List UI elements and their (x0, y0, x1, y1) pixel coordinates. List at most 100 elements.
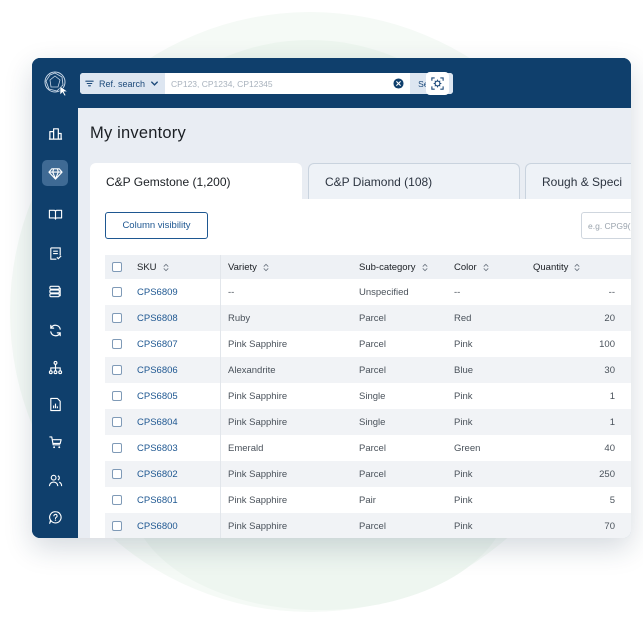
table-row[interactable]: CPS6805 Pink Sapphire Single Pink 1 (105, 383, 631, 409)
table-row[interactable]: CPS6808 Ruby Parcel Red 20 (105, 305, 631, 331)
sku-link[interactable]: CPS6801 (137, 494, 178, 506)
sku-link[interactable]: CPS6806 (137, 364, 178, 376)
chevron-down-icon (151, 81, 158, 86)
sku-link[interactable]: CPS6807 (137, 338, 178, 350)
sub-category-cell: Parcel (359, 468, 386, 480)
column-visibility-button[interactable]: Column visibility (105, 212, 208, 239)
stack-icon (48, 285, 61, 297)
sku-link[interactable]: CPS6808 (137, 312, 178, 324)
header-label: Sub-category (359, 261, 416, 273)
select-all-checkbox[interactable] (112, 262, 122, 272)
row-checkbox[interactable] (112, 443, 122, 453)
row-checkbox[interactable] (112, 391, 122, 401)
search-type-select[interactable]: Ref. search (80, 73, 166, 94)
table-row[interactable]: CPS6801 Pink Sapphire Pair Pink 5 (105, 487, 631, 513)
buildings-icon (48, 127, 62, 140)
header-label: Variety (228, 261, 257, 273)
clear-search-icon[interactable] (393, 78, 404, 89)
sku-link[interactable]: CPS6803 (137, 442, 178, 454)
nav-sync[interactable] (42, 317, 68, 343)
column-divider (220, 461, 221, 487)
report-icon (49, 397, 61, 411)
sub-category-cell: Pair (359, 494, 376, 506)
row-checkbox[interactable] (112, 287, 122, 297)
main-content: My inventory C&P Gemstone (1,200) C&P Di… (78, 108, 631, 538)
variety-cell: Pink Sapphire (228, 416, 288, 428)
header-variety[interactable]: Variety (228, 255, 270, 279)
quantity-cell: 30 (604, 364, 615, 376)
book-icon (48, 209, 62, 220)
variety-cell: Pink Sapphire (228, 494, 288, 506)
table-row[interactable]: CPS6809 -- Unspecified -- -- (105, 279, 631, 305)
row-select-cell (112, 331, 122, 357)
sub-category-cell: Parcel (359, 338, 386, 350)
row-checkbox[interactable] (112, 469, 122, 479)
tab-rough-specimen[interactable]: Rough & Speci (525, 163, 631, 200)
row-checkbox[interactable] (112, 521, 122, 531)
row-checkbox[interactable] (112, 417, 122, 427)
filter-input[interactable]: e.g. CPG9( (581, 212, 631, 239)
column-divider (220, 409, 221, 435)
sub-category-cell: Single (359, 390, 386, 402)
color-cell: Green (454, 442, 481, 454)
nav-inventory[interactable] (42, 160, 68, 186)
column-divider (220, 513, 221, 538)
nav-users[interactable] (42, 467, 68, 493)
sku-link[interactable]: CPS6804 (137, 416, 178, 428)
sku-link[interactable]: CPS6809 (137, 286, 178, 298)
app-logo-icon[interactable] (42, 69, 70, 97)
table-row[interactable]: CPS6800 Pink Sapphire Parcel Pink 70 (105, 513, 631, 538)
table-row[interactable]: CPS6802 Pink Sapphire Parcel Pink 250 (105, 461, 631, 487)
nav-catalog[interactable] (42, 201, 68, 227)
table-row[interactable]: CPS6804 Pink Sapphire Single Pink 1 (105, 409, 631, 435)
column-divider (220, 357, 221, 383)
quantity-cell: 40 (604, 442, 615, 454)
table-row[interactable]: CPS6806 Alexandrite Parcel Blue 30 (105, 357, 631, 383)
header-sub-category[interactable]: Sub-category (359, 255, 429, 279)
quantity-cell: 1 (609, 416, 615, 428)
settings-scan-button[interactable] (426, 72, 449, 95)
sku-link[interactable]: CPS6802 (137, 468, 178, 480)
nav-memos[interactable] (42, 240, 68, 266)
sku-link[interactable]: CPS6800 (137, 520, 178, 532)
header-color[interactable]: Color (454, 255, 490, 279)
quantity-cell: 1 (609, 390, 615, 402)
color-cell: Pink (454, 416, 473, 428)
nav-organization[interactable] (42, 354, 68, 380)
nav-reports[interactable] (42, 391, 68, 417)
column-divider (220, 487, 221, 513)
row-select-cell (112, 409, 122, 435)
hierarchy-icon (48, 360, 62, 374)
nav-stock[interactable] (42, 278, 68, 304)
row-select-cell (112, 279, 122, 305)
sort-icon (421, 263, 428, 271)
nav-support[interactable] (42, 504, 68, 530)
variety-cell: Alexandrite (228, 364, 276, 376)
variety-cell: Ruby (228, 312, 251, 324)
row-select-cell (112, 513, 122, 538)
table-row[interactable]: CPS6807 Pink Sapphire Parcel Pink 100 (105, 331, 631, 357)
tab-diamond[interactable]: C&P Diamond (108) (308, 163, 520, 200)
select-all-cell (112, 255, 122, 279)
tab-label: C&P Gemstone (1,200) (106, 174, 231, 189)
row-checkbox[interactable] (112, 365, 122, 375)
nav-dashboard[interactable] (42, 120, 68, 146)
tab-gemstone[interactable]: C&P Gemstone (1,200) (90, 163, 302, 200)
nav-orders[interactable] (42, 429, 68, 455)
column-divider (220, 279, 221, 305)
variety-cell: Pink Sapphire (228, 468, 288, 480)
row-checkbox[interactable] (112, 313, 122, 323)
table-row[interactable]: CPS6803 Emerald Parcel Green 40 (105, 435, 631, 461)
color-cell: Blue (454, 364, 474, 376)
header-sku[interactable]: SKU (137, 255, 170, 279)
sku-link[interactable]: CPS6805 (137, 390, 178, 402)
row-checkbox[interactable] (112, 495, 122, 505)
header-quantity[interactable]: Quantity (533, 255, 581, 279)
row-checkbox[interactable] (112, 339, 122, 349)
reference-search-bar: Ref. search Search (80, 73, 453, 94)
sub-category-cell: Parcel (359, 312, 386, 324)
quantity-cell: 100 (599, 338, 615, 350)
search-type-label: Ref. search (99, 78, 146, 89)
search-input[interactable] (165, 78, 394, 89)
sort-icon (263, 263, 269, 271)
